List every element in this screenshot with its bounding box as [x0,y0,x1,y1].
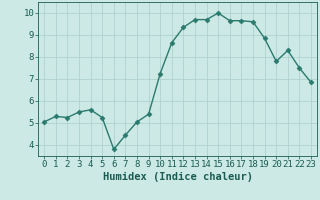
X-axis label: Humidex (Indice chaleur): Humidex (Indice chaleur) [103,172,252,182]
